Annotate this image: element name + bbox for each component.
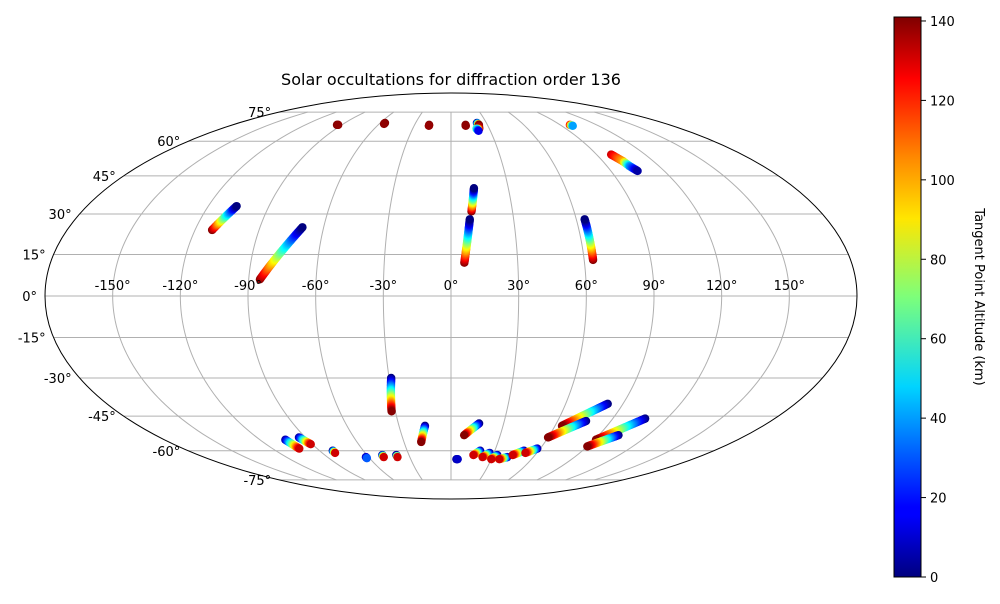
occultation-point [633,166,642,176]
latitude-tick-label: 45° [93,170,116,185]
latitude-tick-label: -30° [44,372,72,387]
colorbar-tick-label: 40 [930,412,947,427]
colorbar-tick-label: 20 [930,492,947,507]
occultation-point [580,215,589,224]
latitude-tick-label: 60° [157,135,180,150]
colorbar-tick-label: 60 [930,333,947,348]
latitude-tick-label: -45° [88,410,116,425]
occultation-point [474,126,483,135]
longitude-tick-label: -60° [302,279,330,294]
occultation-point [568,121,577,131]
longitude-tick-label: -30° [369,279,397,294]
longitude-tick-label: 0° [444,279,459,294]
longitude-tick-label: 30° [507,279,530,294]
occultation-point [543,433,553,442]
occultation-point [330,448,340,458]
colorbar: 0 20 40 60 80 100 120 140 Tangent Point Altitud… [893,15,986,586]
occultation-point [295,444,304,453]
occultation-point [487,454,496,464]
meridian-line [536,111,655,481]
chart-title: Solar occultations for diffraction order… [281,70,621,89]
meridian-line [594,111,790,481]
occultation-point [232,201,241,211]
occultation-point [393,452,402,462]
latitude-tick-label: -15° [18,332,46,347]
meridian-line [179,111,337,481]
occultation-point [521,448,530,458]
occultation-point [334,120,343,130]
occultation-point [508,450,517,460]
colorbar-ticks: 0 20 40 60 80 100 120 140 [921,15,955,586]
longitude-tick-labels: -150° -120° -90° -60° -30° 0° 30° 60° 90° 120° 150… [95,279,805,294]
occultation-point [459,430,469,440]
colorbar-tick-label: 100 [930,174,955,189]
colorbar-tick-label: 0 [930,571,938,586]
occultation-point [379,452,388,462]
occultation-point [298,223,307,232]
occultation-point [424,121,434,131]
longitude-tick-label: -120° [162,279,198,294]
occultation-point [583,442,592,451]
longitude-tick-label: 120° [706,279,737,294]
latitude-tick-label: 0° [22,290,37,305]
meridian-line [479,111,520,481]
latitude-tick-labels: 75° 60° 45° 30° 15° 0° -15° -30° -45° -60° -75° [18,106,271,489]
colorbar-tick-label: 80 [930,253,947,268]
occultation-points [207,118,650,464]
latitude-tick-label: 30° [49,208,72,223]
latitude-tick-label: 15° [23,248,46,263]
meridian-line [565,111,723,481]
occultation-point [495,454,504,464]
latitude-tick-label: 75° [248,106,271,121]
occultation-point [465,215,474,224]
occultation-point [453,454,462,464]
occultation-point [362,453,372,463]
meridian-line [112,111,308,481]
longitude-tick-label: 60° [575,279,598,294]
meridian-line [247,111,366,481]
latitude-tick-label: -75° [243,474,271,489]
meridian-line [507,111,587,481]
colorbar-tick-label: 120 [930,94,955,109]
occultation-point [379,119,389,129]
colorbar-gradient [893,16,922,578]
longitude-tick-label: -90° [234,279,262,294]
occultation-point [417,437,426,447]
longitude-tick-label: 90° [642,279,665,294]
longitude-tick-label: 150° [774,279,805,294]
occultation-point [461,121,470,131]
colorbar-tick-label: 140 [930,15,955,30]
latitude-tick-label: -60° [153,445,181,460]
occultation-point [306,440,315,449]
graticule [45,111,857,481]
occultation-point [469,450,478,460]
meridian-line [315,111,395,481]
map-boundary [44,92,858,500]
occultation-point [469,184,479,193]
longitude-tick-label: -150° [95,279,131,294]
colorbar-label: Tangent Point Altitude (km) [971,207,986,385]
occultation-point [478,452,487,462]
occultation-point [387,407,396,416]
meridian-line [382,111,423,481]
